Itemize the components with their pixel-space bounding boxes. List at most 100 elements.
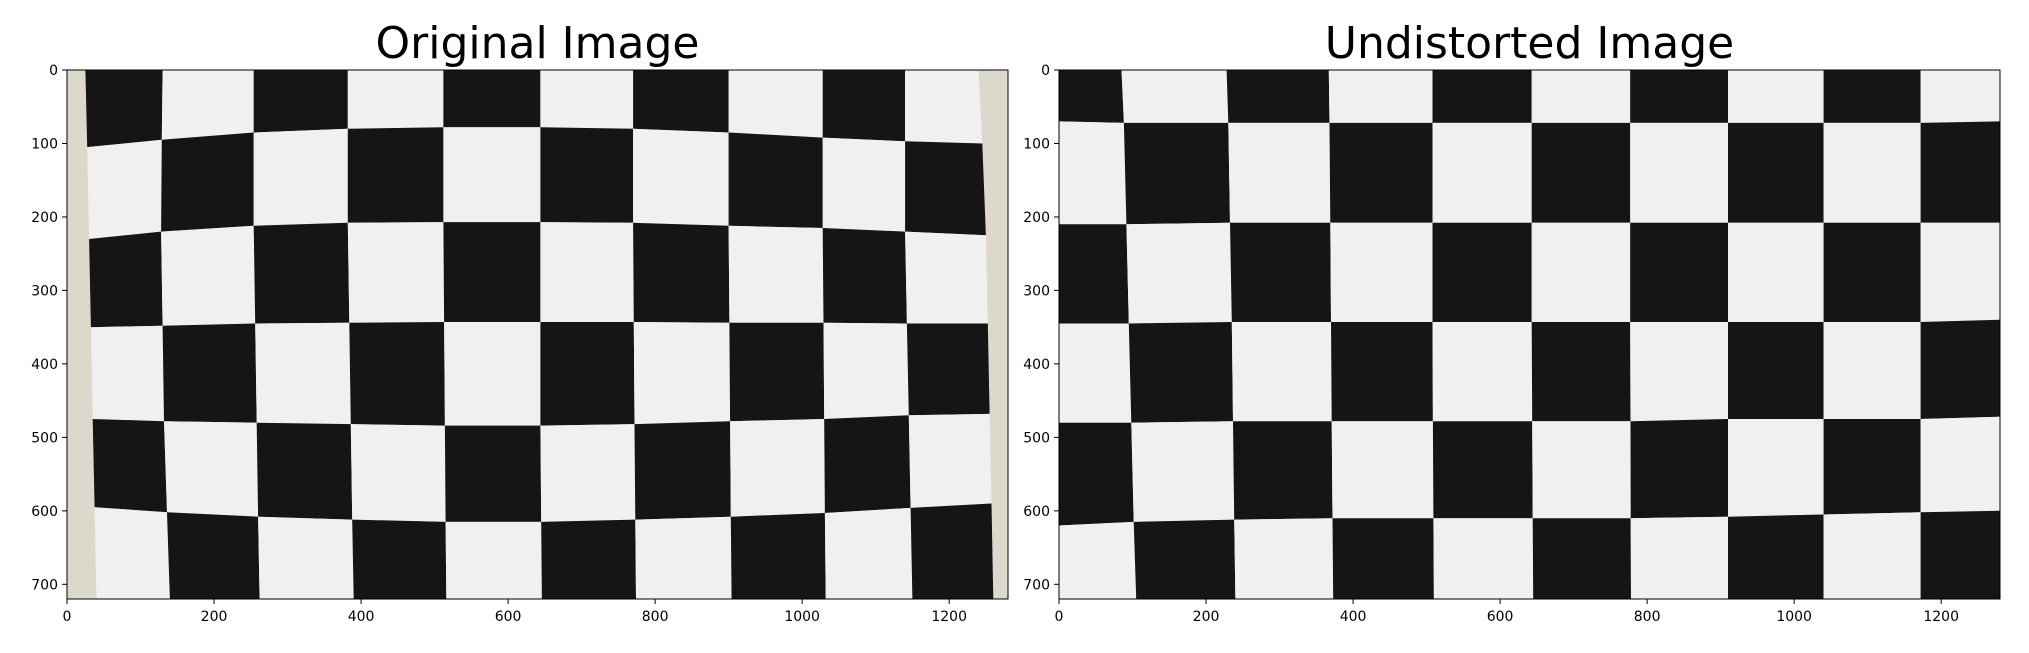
undistorted-ytick-label-600: 600 [1023,504,1050,520]
original-square-r0-c3 [347,70,444,129]
original-ytick-label-100: 100 [31,136,58,152]
original-square-r5-c2 [258,516,354,599]
undistorted-square-r1-c0 [1059,121,1127,225]
original-xtick-label-200: 200 [201,609,228,625]
original-ytick-label-600: 600 [31,504,58,520]
undistorted-square-r2-c2 [1230,222,1331,322]
undistorted-square-r3-c4 [1432,322,1533,422]
original-ytick-label-0: 0 [49,63,58,79]
original-square-r0-c8 [822,70,906,142]
undistorted-square-r0-c8 [1823,70,1921,123]
undistorted-square-r4-c3 [1331,421,1434,519]
undistorted-square-r3-c9 [1920,319,2000,419]
original-square-r2-c3 [347,222,445,323]
original-xtick-label-1200: 1200 [931,609,967,625]
original-square-r5-c9 [910,503,994,599]
original-square-r1-c0 [87,139,162,239]
original-xtick-label-800: 800 [642,609,669,625]
undistorted-square-r4-c8 [1823,419,1921,515]
original-square-r1-c1 [161,132,254,232]
original-square-r1-c7 [728,132,823,228]
original-square-r2-c2 [253,222,350,324]
original-square-r4-c7 [730,419,825,517]
original-square-r4-c9 [908,413,992,508]
original-square-r2-c4 [443,222,541,322]
original-square-r4-c4 [444,425,542,522]
undistorted-axes-frame [1058,69,2001,600]
undistorted-square-r3-c1 [1128,322,1233,423]
undistorted-square-r4-c9 [1920,416,2000,513]
original-square-r5-c5 [541,519,636,599]
original-square-r0-c9 [905,70,983,144]
undistorted-square-r4-c7 [1728,419,1824,517]
undistorted-square-r4-c4 [1432,421,1533,519]
undistorted-square-r2-c0 [1059,224,1129,324]
original-square-r4-c0 [92,419,167,513]
undistorted-square-r5-c7 [1728,514,1824,599]
original-square-r2-c0 [89,231,163,328]
original-image [67,70,1008,599]
undistorted-square-r0-c9 [1920,70,2000,123]
undistorted-square-r2-c1 [1126,222,1232,324]
undistorted-square-r4-c0 [1059,422,1134,526]
original-square-r5-c8 [824,507,913,599]
undistorted-square-r2-c6 [1630,222,1728,322]
original-xtick-label-0: 0 [63,609,72,625]
original-square-r2-c5 [540,222,634,322]
undistorted-xtick-label-0: 0 [1055,609,1064,625]
undistorted-square-r0-c6 [1630,70,1728,123]
undistorted-square-r1-c7 [1728,122,1824,223]
undistorted-square-r3-c0 [1059,323,1132,423]
undistorted-square-r5-c5 [1532,518,1631,599]
undistorted-xtick-label-1200: 1200 [1923,609,1959,625]
original-square-r4-c5 [540,424,636,522]
original-ytick-label-500: 500 [31,430,58,446]
original-square-r1-c4 [443,127,541,223]
undistorted-square-r5-c8 [1823,512,1921,599]
undistorted-axes: 0 200 400 600 800 1000 1200 0 100 200 300 400 500 600… [1023,63,2001,625]
original-square-r1-c9 [905,141,986,236]
original-square-r2-c7 [728,225,824,323]
original-square-r0-c5 [540,70,634,129]
original-xtick-label-1000: 1000 [784,609,820,625]
original-square-r5-c3 [352,519,447,599]
undistorted-square-r0-c1 [1121,70,1229,123]
undistorted-ytick-label-500: 500 [1023,430,1050,446]
undistorted-image-title: Undistorted Image [1324,18,1735,69]
undistorted-ytick-label-400: 400 [1023,357,1050,373]
undistorted-square-r5-c1 [1133,519,1236,599]
undistorted-square-r1-c4 [1432,122,1532,223]
original-square-r3-c6 [633,322,731,425]
undistorted-square-r4-c1 [1131,421,1235,522]
original-square-r1-c3 [347,127,444,223]
undistorted-square-r1-c9 [1920,121,2000,223]
undistorted-square-r3-c3 [1331,322,1433,422]
original-square-r5-c0 [94,507,170,599]
undistorted-xtick-label-800: 800 [1634,609,1661,625]
original-square-r4-c3 [350,424,446,522]
original-square-r3-c7 [729,322,825,422]
undistorted-square-r2-c3 [1330,222,1433,322]
original-square-r2-c1 [161,225,256,326]
original-square-r1-c8 [822,137,906,232]
original-square-r3-c8 [823,322,909,419]
original-square-r1-c5 [540,127,634,223]
undistorted-ytick-label-200: 200 [1023,210,1050,226]
original-square-r0-c0 [85,70,163,148]
undistorted-square-r5-c3 [1332,518,1434,599]
undistorted-square-r0-c2 [1226,70,1330,123]
original-square-r3-c5 [540,322,635,426]
undistorted-square-r1-c8 [1823,122,1921,223]
undistorted-square-r2-c5 [1531,222,1631,322]
undistorted-square-r1-c3 [1329,122,1433,223]
original-square-r4-c1 [164,421,259,517]
original-xtick-label-400: 400 [348,609,375,625]
undistorted-xtick-label-400: 400 [1340,609,1367,625]
undistorted-square-r1-c6 [1630,122,1728,223]
undistorted-square-r0-c3 [1328,70,1433,123]
undistorted-square-r5-c4 [1433,518,1534,599]
undistorted-square-r5-c6 [1630,516,1728,599]
original-square-r0-c6 [633,70,729,133]
original-square-r0-c7 [728,70,823,138]
